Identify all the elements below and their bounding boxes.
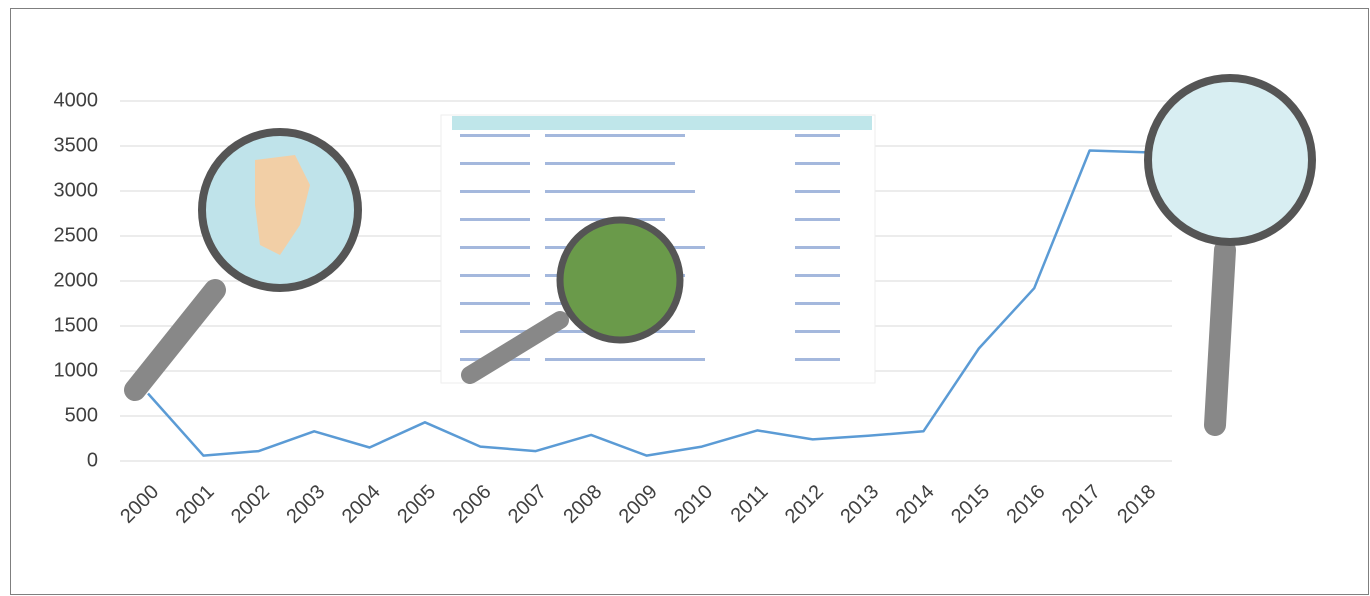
magnifier-right [1144, 74, 1316, 436]
y-tick-label: 2500 [54, 224, 99, 246]
y-tick-label: 3000 [54, 179, 99, 201]
magnifier-left [124, 128, 362, 401]
y-tick-label: 1500 [54, 314, 99, 336]
y-tick-label: 4000 [54, 89, 99, 111]
y-tick-label: 0 [87, 449, 98, 471]
y-tick-label: 500 [65, 404, 98, 426]
y-tick-label: 1000 [54, 359, 99, 381]
y-tick-label: 3500 [54, 134, 99, 156]
line [147, 149, 1146, 457]
y-tick-label: 2000 [54, 269, 99, 291]
magnifier-middle [461, 216, 684, 384]
